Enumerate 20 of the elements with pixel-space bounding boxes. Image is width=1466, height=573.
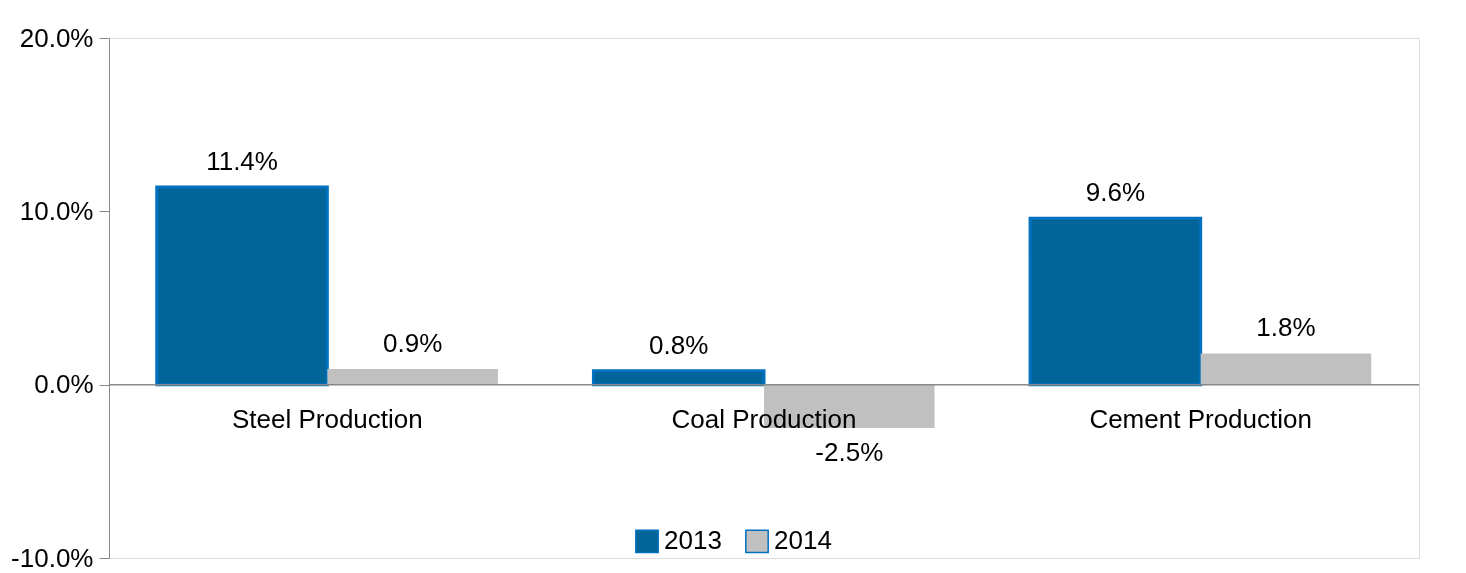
data-label: 1.8% xyxy=(1256,312,1316,343)
bar xyxy=(155,185,329,387)
data-label: 9.6% xyxy=(1085,177,1146,208)
legend-label: 2014 xyxy=(774,525,832,556)
data-label: 0.8% xyxy=(649,329,709,360)
data-label: 0.9% xyxy=(382,328,443,359)
bar xyxy=(591,369,766,387)
data-label: 11.4% xyxy=(206,146,278,177)
bar xyxy=(1200,353,1372,385)
x-tick-label: Cement Production xyxy=(1089,403,1312,434)
legend-label: 2013 xyxy=(664,525,722,556)
y-tick-label: -10.0% xyxy=(11,542,94,573)
y-tick-label: 0.0% xyxy=(34,369,94,400)
data-label: -2.5% xyxy=(815,437,884,467)
bar xyxy=(327,369,498,385)
y-tick-label: 10.0% xyxy=(19,195,94,226)
y-tick-label: 20.0% xyxy=(19,22,94,53)
x-tick-label: Coal Production xyxy=(671,403,857,434)
bar xyxy=(1028,216,1203,387)
x-tick-label: Steel Production xyxy=(231,403,423,434)
